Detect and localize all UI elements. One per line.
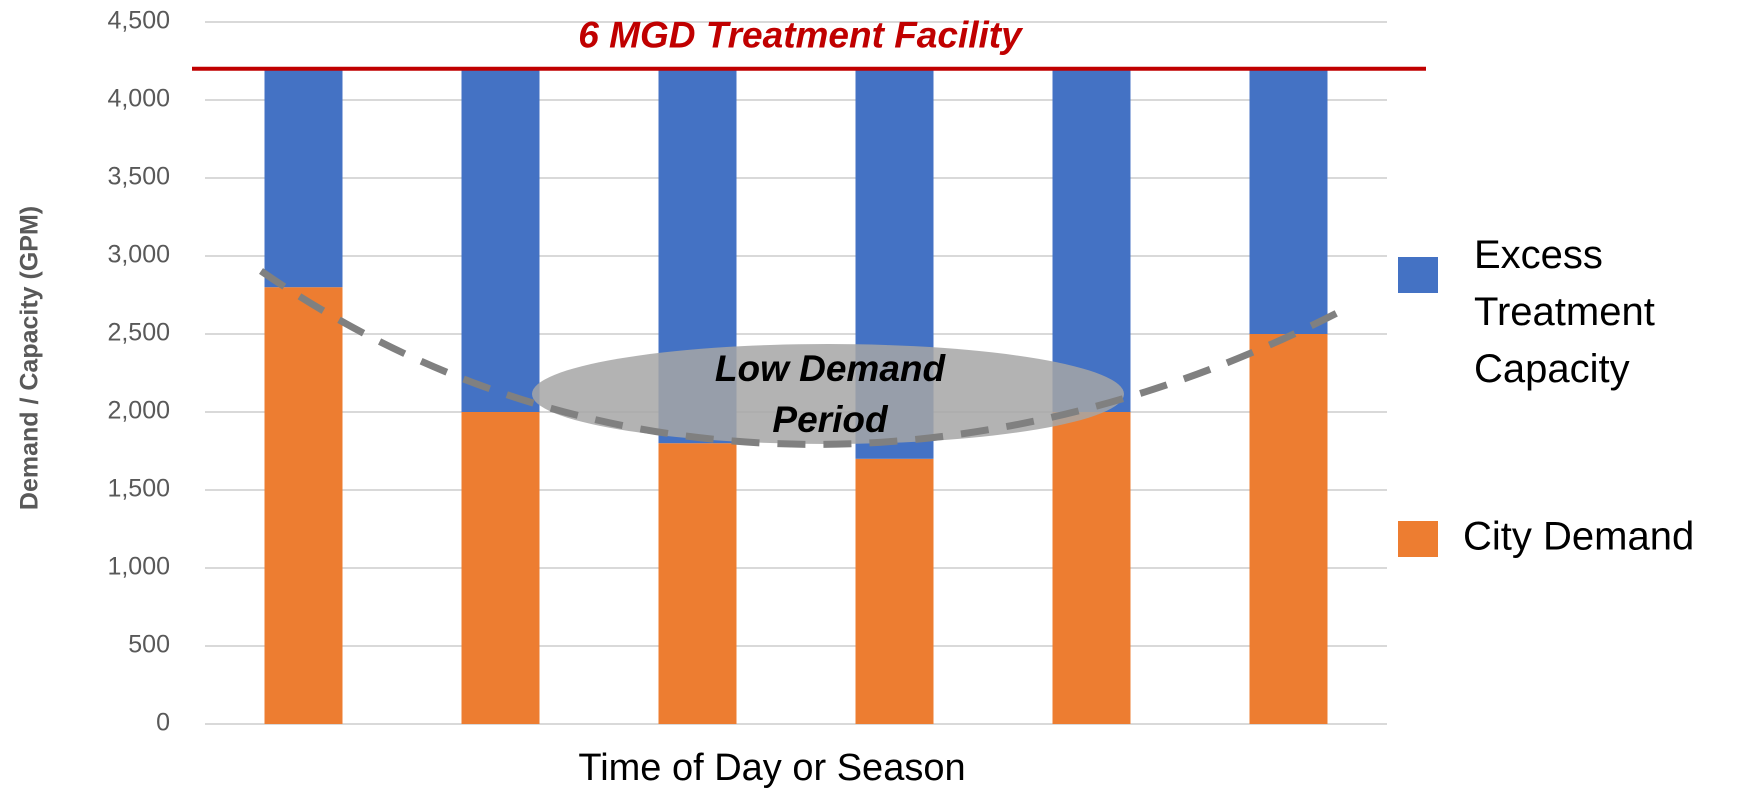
annotation: Low Demand [715,348,947,389]
grid: 0 500 1,000 1,500 2,000 2,500 3,000 3,500 4,000 4… [107,7,1387,737]
y-tick-label: 1,000 [107,553,170,581]
y-tick-label: 3,500 [107,163,170,191]
bar-segment [855,458,934,724]
y-tick-label: 3,000 [107,241,170,269]
low-demand-ellipse [532,344,1124,444]
y-tick-label: 4,000 [107,85,170,113]
bar-segment [461,68,540,413]
bar-segment [1249,68,1328,335]
bar-segment [1052,68,1131,413]
y-tick-label: 1,500 [107,475,170,503]
y-tick-label: 2,500 [107,319,170,347]
bar-segment [1052,412,1131,724]
bar-segment [461,412,540,724]
y-tick-label: 500 [128,631,170,659]
legend-swatch [1398,257,1438,293]
y-tick-label: 4,500 [107,7,170,35]
overlay: 6 MGD Treatment Facility Excess Treatment… [192,15,1694,559]
y-tick-label: 2,000 [107,397,170,425]
y-axis-title: Demand / Capacity (GPM) [16,206,44,510]
y-tick-label: 0 [156,709,170,737]
bar-segment [1249,334,1328,724]
bar-segment [264,287,343,724]
legend-label: City Demand [1463,515,1694,559]
bar-segment [658,443,737,724]
demand-trend [259,268,1339,448]
legend-label: Excess Treatment Capacity [1474,233,1666,391]
annotation: Period [772,399,889,440]
x-axis-title: Time of Day or Season [578,747,965,789]
reference-label: 6 MGD Treatment Facility [578,15,1024,56]
legend-swatch [1398,521,1438,557]
bar-segment [264,68,343,288]
bars [264,68,1328,724]
